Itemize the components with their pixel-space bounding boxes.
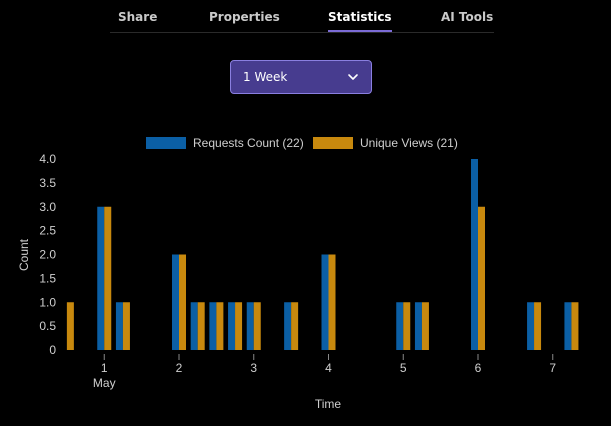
bar-unique-views (235, 302, 243, 350)
y-tick-label: 0 (49, 343, 56, 357)
bar-requests (209, 302, 217, 350)
legend-label-0: Requests Count (22) (193, 136, 304, 150)
y-tick-label: 3.5 (39, 176, 56, 190)
tab-statistics[interactable]: Statistics (328, 10, 392, 32)
legend-label-1: Unique Views (21) (360, 136, 458, 150)
y-axis-label: Count (17, 238, 31, 271)
chevron-down-icon (348, 74, 358, 80)
y-tick-label: 4.0 (39, 152, 56, 166)
bar-requests (527, 302, 535, 350)
x-tick-label: 6 (475, 361, 482, 375)
bar-requests (190, 302, 198, 350)
bar-requests (228, 302, 236, 350)
tab-ai-tools[interactable]: AI Tools (441, 10, 494, 24)
bar-requests (284, 302, 292, 350)
x-tick-label: 7 (549, 361, 556, 375)
x-tick-label: 2 (176, 361, 183, 375)
time-range-value: 1 Week (243, 70, 288, 84)
bar-requests (246, 302, 254, 350)
y-tick-label: 2.0 (39, 248, 56, 262)
bar-unique-views (534, 302, 542, 350)
bar-unique-views (478, 206, 485, 350)
time-range-select[interactable]: 1 Week (230, 60, 372, 94)
bar-unique-views (122, 302, 130, 350)
bar-requests (115, 302, 123, 350)
bar-unique-views (104, 206, 112, 350)
bar-unique-views (421, 302, 429, 350)
bar-unique-views (403, 302, 411, 350)
bar-requests (172, 254, 179, 350)
tab-bar: Share Properties Statistics AI Tools (110, 0, 494, 33)
bar-unique-views (328, 254, 336, 350)
bar-unique-views (291, 302, 299, 350)
bar-unique-views (253, 302, 261, 350)
y-tick-label: 2.5 (39, 224, 56, 238)
bar-requests (97, 206, 105, 350)
legend-swatch-0 (146, 137, 186, 149)
x-tick-label: 4 (325, 361, 332, 375)
y-tick-label: 3.0 (39, 200, 56, 214)
bar-requests (564, 302, 572, 350)
bar-unique-views (66, 302, 74, 350)
statistics-chart: Requests Count (22) Unique Views (21) 0 0.5… (17, 136, 579, 411)
x-tick-label: 1 (101, 361, 108, 375)
bar-unique-views (197, 302, 205, 350)
x-tick-sublabel: May (93, 376, 116, 390)
bar-unique-views (216, 302, 224, 350)
y-tick-label: 0.5 (39, 319, 56, 333)
x-tick-label: 3 (250, 361, 257, 375)
bar-unique-views (179, 254, 186, 350)
bar-requests (396, 302, 404, 350)
x-axis-label: Time (315, 397, 342, 411)
bar-unique-views (571, 302, 579, 350)
y-tick-label: 1.0 (39, 295, 56, 309)
x-tick-label: 5 (400, 361, 407, 375)
bar-requests (321, 254, 329, 350)
tab-properties[interactable]: Properties (209, 10, 280, 24)
bar-requests (414, 302, 422, 350)
bar-requests (471, 159, 478, 350)
y-tick-label: 1.5 (39, 271, 56, 285)
legend-swatch-1 (313, 137, 353, 149)
tab-share[interactable]: Share (118, 10, 158, 24)
